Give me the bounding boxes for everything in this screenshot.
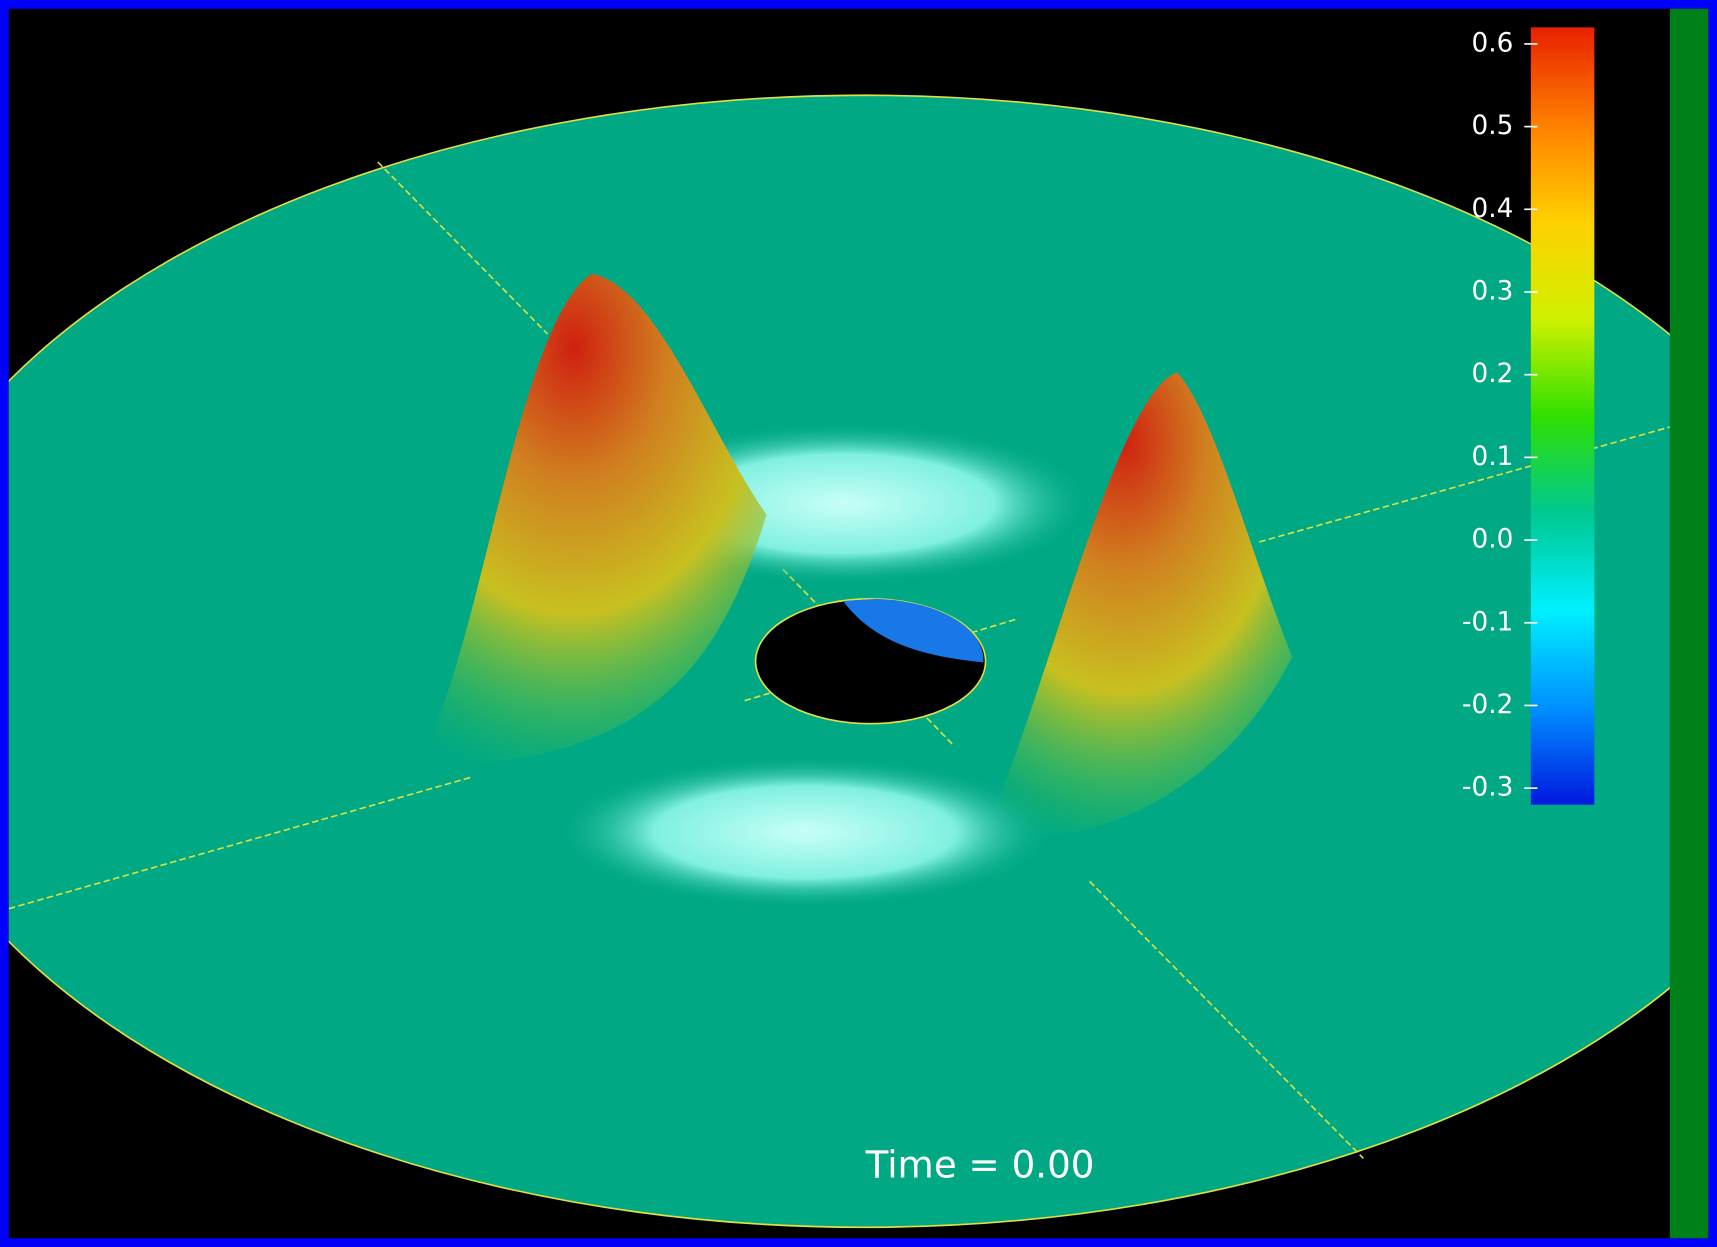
- page: Time = 0.00 0.6 0.5 0.4 0.3 0.2 0.1 0.0 -0.1 -0.…: [0, 0, 1717, 1247]
- tick-label: -0.3: [1462, 773, 1513, 803]
- tick-label: 0.6: [1472, 28, 1514, 58]
- tick-label: -0.2: [1462, 690, 1513, 720]
- visualization: Time = 0.00 0.6 0.5 0.4 0.3 0.2 0.1 0.0 -0.1 -0.…: [0, 0, 1717, 1247]
- tick-label: 0.1: [1472, 442, 1514, 472]
- side-strip: [1670, 9, 1708, 1238]
- colorbar: [1531, 27, 1595, 804]
- tick-label: 0.4: [1472, 194, 1514, 224]
- tick-label: 0.0: [1472, 525, 1514, 555]
- tick-label: -0.1: [1462, 607, 1513, 637]
- surface: [0, 95, 1717, 1227]
- tick-label: 0.2: [1472, 359, 1514, 389]
- tick-label: 0.3: [1472, 276, 1514, 306]
- time-label: Time = 0.00: [865, 1143, 1095, 1187]
- trough: [553, 755, 1057, 908]
- tick-label: 0.5: [1472, 111, 1514, 141]
